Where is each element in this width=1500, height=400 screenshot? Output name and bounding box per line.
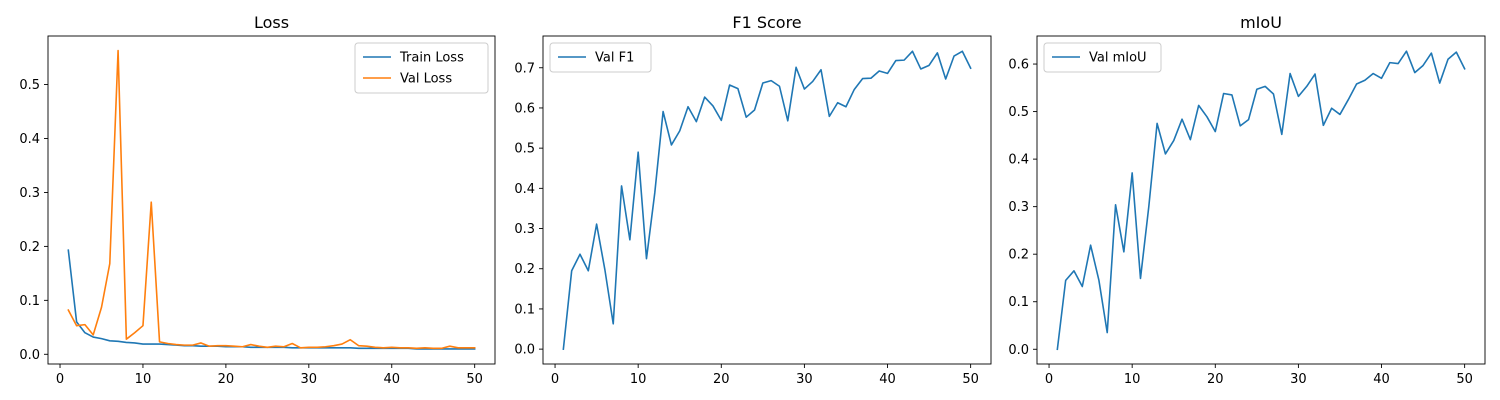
x-tick-label: 20 <box>218 372 235 387</box>
x-tick-label: 50 <box>1456 372 1473 387</box>
y-tick-label: 0.0 <box>1008 343 1029 358</box>
axes-frame <box>1036 35 1486 365</box>
x-tick-label: 10 <box>630 372 647 387</box>
y-tick-label: 0.0 <box>514 343 535 358</box>
x-tick-label: 20 <box>1207 372 1224 387</box>
axes-frame <box>47 35 496 365</box>
y-tick-label: 0.5 <box>1008 105 1029 120</box>
y-tick-label: 0.5 <box>19 78 40 93</box>
x-tick-label: 30 <box>1290 372 1307 387</box>
y-tick-label: 0.0 <box>19 348 40 363</box>
y-tick-label: 0.4 <box>514 182 535 197</box>
y-tick-label: 0.3 <box>19 186 40 201</box>
y-tick-label: 0.7 <box>514 61 535 76</box>
chart-panel-0: Loss 0 10 20 30 40 50 0.0 0.1 0.2 0.3 0.4 0.5 Train L… <box>19 13 496 387</box>
legend-box <box>354 42 489 94</box>
x-tick-label: 40 <box>879 372 896 387</box>
x-tick-label: 50 <box>466 372 483 387</box>
series-line-train-loss <box>67 249 476 350</box>
y-tick-label: 0.6 <box>1008 58 1029 73</box>
axes-frame <box>542 35 992 365</box>
y-tick-label: 0.3 <box>1008 200 1029 215</box>
x-tick-label: 30 <box>796 372 813 387</box>
x-tick-label: 10 <box>135 372 152 387</box>
x-tick-label: 10 <box>1124 372 1141 387</box>
legend-label: Val F1 <box>595 51 634 66</box>
chart-title: Loss <box>254 13 289 32</box>
y-tick-label: 0.1 <box>514 302 535 317</box>
chart-panel-1: F1 Score 0 10 20 30 40 50 0.0 0.1 0.2 0.3 0.4 0.5 0.6… <box>514 13 992 387</box>
legend-label: Val Loss <box>400 72 452 87</box>
y-tick-label: 0.2 <box>1008 248 1029 263</box>
y-tick-label: 0.5 <box>514 142 535 157</box>
x-tick-label: 40 <box>1373 372 1390 387</box>
series-line-val-f1 <box>562 50 972 351</box>
legend: Train Loss Val Loss <box>354 42 489 94</box>
y-tick-label: 0.2 <box>19 240 40 255</box>
y-tick-label: 0.3 <box>514 222 535 237</box>
legend: Val F1 <box>549 42 652 73</box>
series-line-val-loss <box>67 49 476 350</box>
y-tick-label: 0.1 <box>19 294 40 309</box>
x-tick-label: 0 <box>56 372 64 387</box>
x-tick-label: 40 <box>383 372 400 387</box>
x-tick-label: 30 <box>301 372 318 387</box>
legend-box <box>1043 42 1162 73</box>
x-tick-label: 20 <box>713 372 730 387</box>
chart-title: mIoU <box>1240 13 1282 32</box>
legend-box <box>549 42 652 73</box>
legend: Val mIoU <box>1043 42 1162 73</box>
x-tick-label: 0 <box>1045 372 1053 387</box>
series-line-val-miou <box>1056 50 1466 351</box>
x-tick-label: 50 <box>962 372 979 387</box>
chart-panel-2: mIoU 0 10 20 30 40 50 0.0 0.1 0.2 0.3 0.4 0.5 0.6 Val … <box>1008 13 1486 387</box>
legend-label: Val mIoU <box>1089 51 1147 66</box>
y-tick-label: 0.4 <box>19 132 40 147</box>
y-tick-label: 0.2 <box>514 262 535 277</box>
chart-title: F1 Score <box>732 13 801 32</box>
y-tick-label: 0.4 <box>1008 153 1029 168</box>
y-tick-label: 0.1 <box>1008 295 1029 310</box>
y-tick-label: 0.6 <box>514 101 535 116</box>
legend-label: Train Loss <box>399 51 464 66</box>
x-tick-label: 0 <box>551 372 559 387</box>
